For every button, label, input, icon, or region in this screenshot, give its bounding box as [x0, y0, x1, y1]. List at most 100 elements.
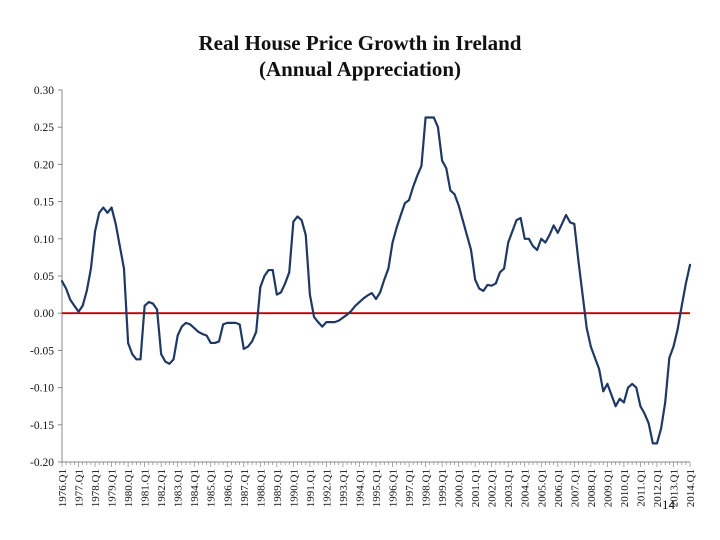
data-point	[565, 214, 567, 216]
data-point	[523, 237, 526, 240]
data-point	[416, 174, 419, 177]
y-tick-label: 0.15	[34, 197, 54, 209]
data-point	[255, 330, 258, 333]
data-point	[201, 333, 204, 335]
data-point	[333, 321, 336, 324]
x-tick-label: 2003.Q1	[503, 469, 515, 507]
data-point	[631, 382, 634, 385]
x-tick-label: 2009.Q1	[602, 469, 614, 507]
data-point	[90, 267, 92, 270]
data-point	[676, 328, 679, 331]
data-point	[689, 263, 691, 266]
data-point	[189, 323, 191, 326]
data-point	[474, 278, 477, 281]
data-point	[300, 219, 303, 222]
x-tick-label: 1994.Q1	[354, 469, 366, 507]
x-tick-label: 2001.Q1	[470, 469, 482, 507]
data-point	[168, 362, 171, 365]
x-tick-label: 2010.Q1	[619, 469, 631, 507]
data-point	[251, 340, 253, 343]
data-point	[395, 226, 398, 229]
data-point	[428, 116, 431, 119]
x-tick-label: 1982.Q1	[156, 469, 168, 507]
data-point	[602, 390, 605, 393]
x-tick-label: 1990.Q1	[288, 469, 300, 507]
x-tick-label: 2008.Q1	[586, 469, 598, 507]
data-point	[77, 310, 80, 313]
y-tick-label: -0.10	[30, 383, 54, 395]
data-point	[218, 340, 220, 343]
x-tick-label: 2002.Q1	[487, 469, 499, 507]
data-point	[176, 334, 179, 337]
data-point	[589, 345, 592, 348]
data-point	[441, 159, 444, 162]
data-point	[503, 267, 505, 270]
data-point	[647, 422, 650, 425]
x-tick-label: 1981.Q1	[140, 469, 152, 507]
data-point	[482, 289, 485, 292]
y-tick-label: 0.30	[34, 85, 54, 97]
data-point	[118, 245, 121, 248]
data-point	[147, 301, 150, 303]
data-point	[656, 442, 658, 445]
data-point	[445, 167, 448, 170]
data-point	[569, 221, 572, 224]
data-point	[581, 293, 584, 296]
data-point	[164, 360, 167, 363]
y-tick-label: 0.05	[34, 271, 54, 283]
data-point	[61, 280, 63, 283]
data-point	[532, 245, 534, 248]
data-point	[404, 202, 406, 204]
data-point	[151, 302, 154, 305]
y-tick-label: 0.10	[34, 234, 54, 246]
x-tick-label: 1989.Q1	[272, 469, 284, 507]
data-point	[639, 405, 642, 408]
data-point	[238, 323, 241, 326]
data-point	[635, 386, 638, 389]
data-point	[185, 321, 187, 324]
data-point	[399, 214, 402, 216]
data-point	[610, 394, 613, 396]
data-point	[114, 223, 117, 225]
data-point	[304, 234, 307, 236]
y-tick-label: 0.20	[34, 159, 54, 171]
data-point	[193, 327, 196, 329]
data-point	[259, 286, 262, 289]
data-point	[275, 293, 278, 296]
data-point	[180, 325, 183, 328]
x-tick-label: 2012.Q1	[652, 469, 664, 507]
x-tick-label: 1983.Q1	[173, 469, 185, 507]
data-point	[519, 217, 522, 219]
x-tick-label: 2005.Q1	[536, 469, 548, 507]
data-point	[342, 316, 344, 319]
x-tick-label: 1987.Q1	[239, 469, 251, 507]
data-point	[499, 271, 501, 274]
data-point	[143, 304, 146, 307]
x-tick-label: 1991.Q1	[305, 469, 317, 507]
data-point	[346, 313, 348, 316]
data-point	[205, 334, 208, 337]
x-tick-label: 2004.Q1	[520, 469, 532, 507]
data-point	[412, 185, 415, 188]
data-point	[271, 269, 274, 271]
data-point	[98, 211, 101, 214]
data-point	[383, 278, 386, 281]
data-point	[556, 231, 559, 234]
data-point	[358, 301, 361, 303]
data-point	[160, 353, 163, 356]
y-tick-label: -0.20	[30, 457, 54, 469]
data-point	[561, 223, 563, 225]
data-point	[408, 199, 410, 202]
data-point	[573, 223, 576, 225]
data-point	[453, 193, 456, 196]
data-point	[527, 237, 530, 240]
y-tick-label: 0.25	[34, 122, 54, 134]
data-point	[222, 323, 225, 326]
data-point	[106, 211, 109, 214]
data-point	[131, 353, 134, 356]
data-point	[226, 321, 229, 324]
data-point	[461, 219, 464, 222]
data-point	[552, 224, 555, 227]
data-point	[424, 116, 427, 119]
